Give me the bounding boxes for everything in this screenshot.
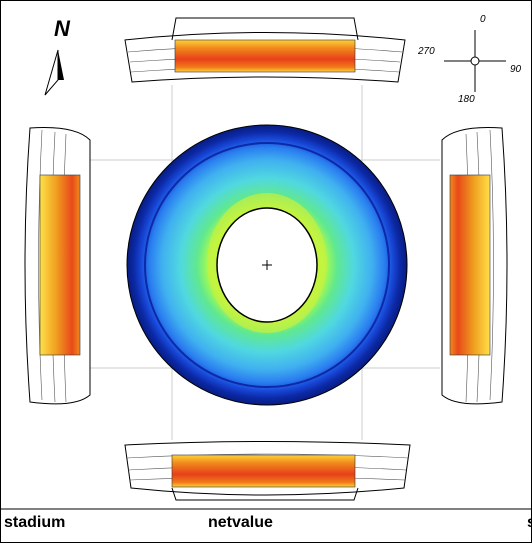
- footer-label: stadium: [4, 514, 65, 531]
- compass-label: 270: [417, 46, 435, 57]
- stand-east: [441, 127, 508, 405]
- stand-west: [24, 127, 91, 405]
- north-label: N: [54, 16, 71, 41]
- stand-south: [124, 441, 411, 501]
- north-arrow: N: [44, 16, 71, 96]
- bowl: [126, 124, 408, 406]
- compass: 0 90 180 270: [417, 14, 522, 105]
- compass-label: 0: [480, 14, 486, 25]
- compass-label: 180: [458, 94, 475, 105]
- footer-label: netvalue: [208, 514, 273, 531]
- compass-label: 90: [510, 64, 522, 75]
- footer-label: s: [527, 514, 532, 531]
- stand-north: [124, 17, 406, 83]
